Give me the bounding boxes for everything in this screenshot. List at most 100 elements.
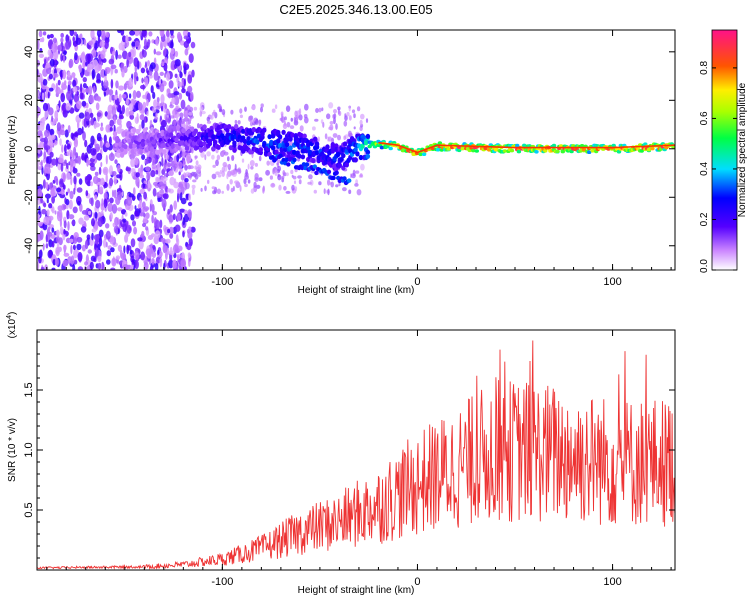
noise-blob (155, 170, 159, 175)
noise-blob (255, 118, 259, 125)
ridge-blob (418, 152, 423, 157)
noise-blob (56, 122, 62, 132)
noise-blob (89, 112, 94, 119)
noise-blob (195, 166, 201, 173)
ridge-blob (283, 146, 288, 153)
ridge-blob (179, 140, 184, 146)
ridge-blob (169, 132, 174, 138)
noise-blob (52, 73, 59, 78)
noise-blob (123, 245, 126, 254)
noise-blob (185, 194, 190, 201)
noise-blob (80, 72, 84, 78)
noise-blob (117, 30, 122, 34)
noise-blob (65, 172, 71, 181)
ridge-blob (276, 138, 281, 144)
noise-blob (183, 209, 188, 215)
noise-blob (327, 188, 330, 196)
noise-blob (76, 172, 81, 177)
colorbar: 0.0 0.2 0.4 0.6 0.8 Normalized spectral ampl… (699, 29, 748, 273)
noise-blob (181, 145, 185, 152)
noise-blob (97, 255, 102, 263)
noise-blob (346, 112, 350, 117)
noise-blob (41, 91, 45, 101)
noise-blob (119, 249, 123, 259)
noise-blob (281, 175, 285, 180)
noise-blob (188, 193, 192, 201)
x-tick-label: -100 (211, 276, 233, 288)
noise-blob (356, 106, 361, 112)
noise-blob (190, 115, 194, 119)
noise-blob (81, 100, 87, 107)
noise-blob (103, 238, 107, 248)
noise-blob (111, 50, 116, 56)
noise-blob (148, 250, 152, 259)
noise-blob (298, 179, 302, 185)
noise-blob (143, 217, 148, 224)
noise-blob (93, 120, 97, 129)
noise-blob (182, 230, 185, 238)
noise-blob (40, 266, 45, 270)
colorbar-label: Normalized spectral amplitude (737, 82, 748, 217)
noise-blob (226, 173, 229, 180)
noise-blob (153, 99, 158, 108)
noise-blob (167, 92, 172, 99)
noise-blob (343, 135, 347, 141)
noise-blob (142, 222, 147, 228)
noise-blob (184, 107, 188, 112)
noise-blob (83, 220, 87, 227)
noise-blob (92, 59, 99, 70)
noise-blob (60, 188, 65, 195)
noise-blob (150, 85, 154, 94)
noise-blob (94, 42, 98, 51)
noise-blob (44, 109, 49, 119)
noise-blob (152, 91, 156, 99)
noise-blob (42, 179, 46, 189)
ridge-blob (515, 143, 520, 148)
noise-blob (134, 30, 140, 37)
noise-blob (85, 190, 89, 197)
noise-blob (78, 178, 83, 185)
noise-blob (163, 62, 168, 72)
noise-blob (51, 42, 57, 53)
ridge-blob (123, 144, 128, 150)
noise-blob (63, 229, 66, 235)
noise-blob (223, 151, 229, 156)
noise-blob (60, 71, 63, 80)
noise-blob (110, 64, 117, 70)
noise-blob (307, 181, 312, 185)
noise-blob (161, 157, 164, 167)
noise-blob (168, 214, 174, 223)
noise-blob (90, 117, 94, 126)
noise-blob (321, 107, 324, 112)
ridge-blob (581, 147, 587, 152)
noise-blob (142, 101, 147, 109)
spectrogram-frame (36, 29, 676, 271)
noise-blob (130, 49, 135, 59)
noise-blob (96, 30, 102, 38)
noise-blob (100, 122, 103, 127)
noise-blob (49, 151, 54, 158)
noise-blob (216, 154, 221, 161)
ridge-blob (365, 133, 371, 139)
noise-blob (59, 218, 63, 228)
noise-blob (338, 110, 342, 117)
noise-blob (283, 186, 287, 191)
noise-blob (212, 164, 216, 168)
noise-blob (105, 124, 111, 133)
noise-blob (39, 230, 44, 241)
noise-blob (54, 257, 59, 267)
noise-blob (79, 92, 84, 100)
noise-blob (244, 106, 247, 112)
noise-blob (49, 33, 54, 39)
ridge-blob (551, 143, 557, 148)
noise-blob (169, 169, 174, 176)
noise-blob (348, 105, 351, 112)
noise-blob (303, 114, 308, 119)
noise-blob (81, 126, 84, 134)
y-tick-label: 1.0 (23, 442, 35, 457)
noise-blob (72, 151, 75, 160)
noise-blob (280, 116, 285, 123)
noise-blob (136, 90, 141, 98)
noise-blob (187, 32, 191, 37)
noise-blob (355, 170, 360, 174)
